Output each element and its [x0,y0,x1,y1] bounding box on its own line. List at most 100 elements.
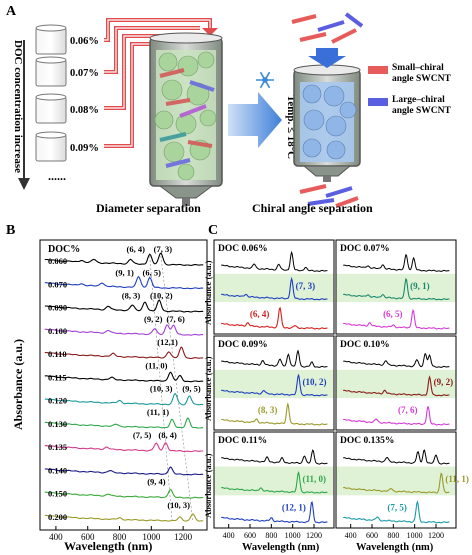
spectrum-line [44,393,204,406]
panel-b-tick-label: 400 [49,532,63,542]
chirality-annotation: (6, 4) [127,244,146,254]
panel-c-tick-label: 400 [223,531,235,540]
series-doc-label: 0.100 [48,326,67,336]
chirality-annotation: (7, 6) [166,314,185,324]
spectra-box: DOC 0.07% (9, 1) (6, 5) [335,239,457,335]
box-chirality-label: (7, 3) [296,281,316,291]
chirality-annotation: (9, 5) [182,384,201,394]
series-doc-label: 0.090 [48,303,67,313]
legend-swatch-large [368,98,388,106]
doc-increase-arrow [18,40,30,190]
panel-c-tick-label: 1200 [306,531,322,540]
panel-b-tick-label: 600 [81,532,95,542]
vial [35,24,67,55]
panel-c: C DOC 0.06% (7, 3) (6, 4) DOC 0.07% (9, 1) (6… [203,223,469,553]
spectra-box: DOC 0.09% (10, 2) (8, 3) [213,335,335,431]
panel-c-tick-label: 400 [345,531,357,540]
box-sorted-spectrum [221,306,328,330]
spectra-box: DOC 0.11% (11, 0) (12, 1) [213,431,335,529]
vial [35,56,67,87]
spectra-box: DOC 0.135% (11, 1) (7, 5) [335,431,469,529]
box-sorted-spectrum [343,472,450,494]
box-chirality-label: (10, 2) [303,377,327,387]
chirality-annotation: (9, 2) [144,314,163,324]
series-doc-label: 0.110 [48,349,67,359]
box-highlight-band [336,273,456,303]
panel-c-tick-label: 600 [244,531,256,540]
panel-b-frame [39,239,208,531]
snowflake-icon [256,71,274,89]
chirality-annotation: (8, 3) [122,291,141,301]
chirality-annotation: (9, 4) [147,477,166,487]
panel-c-tick-label: 800 [387,531,399,540]
series-doc-label: 0.070 [48,279,67,289]
series-doc-label: 0.150 [48,489,67,499]
chirality-annotation: (10, 3) [167,500,190,510]
panel-c-ylabel: Absorbance (a.u.) [203,260,213,325]
chirality-annotation: (11, 1) [147,407,169,417]
legend-large-line2: angle SWCNT [392,106,452,116]
box-reference-spectrum [221,349,328,368]
panel-b-series: 0.060 (6, 4) (7, 3) 0.070 (9, 1) (6, 5) 0.090 (… [44,244,204,522]
panel-label-c: C [208,223,218,238]
spectrum-line [44,346,204,360]
box-chirality-label: (8, 3) [258,405,278,415]
series-doc-label: 0.120 [48,396,67,406]
box-reference-spectrum [221,250,328,272]
box-reference-spectrum [343,352,450,368]
box-title: DOC 0.10% [340,340,390,350]
box-highlight-band [214,369,334,399]
series-doc-label: 0.060 [48,256,67,266]
box-sorted-spectrum [220,373,328,397]
guide-line [160,255,193,521]
panel-c-tick-label: 1200 [428,531,444,540]
box-chirality-label: (12, 1) [282,503,306,513]
box-sorted-spectrum [342,375,450,397]
box-title: DOC 0.135% [340,436,394,446]
series-doc-label: 0.200 [48,512,67,522]
panel-label-b: B [6,223,15,238]
feed-arrow-head [202,28,218,36]
panel-c-ylabel: Absorbance (a.u.) [203,453,213,518]
legend: Small–chiral angle SWCNT Large–chiral an… [368,63,452,116]
spectra-box: DOC 0.06% (7, 3) (6, 4) [213,239,335,335]
spectrum-line [44,371,204,383]
series-doc-label: 0.115 [48,372,67,382]
panel-c-x-ticks: 400 600 800 1000 1200 400 600 800 1000 1200 [223,524,444,540]
spectrum-line [44,417,204,429]
legend-large-line1: Large–chiral [392,95,445,105]
panel-b-guide-lines [149,255,193,521]
chirality-annotation: (10, 3) [150,384,173,394]
vial-label-1: 0.06% [70,36,99,47]
legend-small-line2: angle SWCNT [392,74,452,84]
doc-axis-title: DOC concentration increase [12,40,24,173]
box-highlight-band [214,273,334,303]
box-highlight-band [336,466,456,496]
panel-b-tick-label: 1000 [142,532,161,542]
box-reference-spectrum [343,449,450,465]
panel-c-tick-label: 600 [366,531,378,540]
vial-ellipsis: ...... [48,169,66,183]
chirality-annotation: (8, 4) [158,430,177,440]
spectrum-line [44,466,204,476]
legend-small-line1: Small–chiral [392,63,444,73]
box-highlight-band [336,369,456,399]
vial-label-3: 0.08% [70,105,99,116]
panel-b-ylabel: Absorbance (a.u.) [11,339,25,430]
vial [35,93,67,124]
panel-c-boxes: DOC 0.06% (7, 3) (6, 4) DOC 0.07% (9, 1) (6, … [213,239,469,529]
box-sorted-spectrum [343,500,450,524]
panel-label-a: A [6,4,17,19]
box-chirality-label: (6, 4) [250,309,270,319]
panel-c-xlabel-left: Wavelength (nm) [242,542,320,553]
panel-c-tick-label: 1000 [407,531,423,540]
spectrum-line [44,324,204,336]
box-sorted-spectrum [221,501,328,524]
chirality-annotation: (10, 2) [150,291,173,301]
box-sorted-spectrum [221,470,328,494]
spectra-box: DOC 0.10% (9, 2) (7, 6) [335,335,457,431]
chiral-column [293,64,361,182]
separation-column [149,32,223,206]
chirality-annotation: (9, 1) [115,267,134,277]
